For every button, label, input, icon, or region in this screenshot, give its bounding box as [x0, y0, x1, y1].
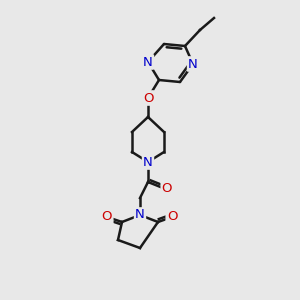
- Text: O: O: [162, 182, 172, 194]
- Text: O: O: [167, 211, 177, 224]
- Text: N: N: [143, 155, 153, 169]
- Text: N: N: [143, 56, 153, 68]
- Text: N: N: [188, 58, 198, 70]
- Text: O: O: [102, 211, 112, 224]
- Text: O: O: [143, 92, 153, 104]
- Text: N: N: [135, 208, 145, 221]
